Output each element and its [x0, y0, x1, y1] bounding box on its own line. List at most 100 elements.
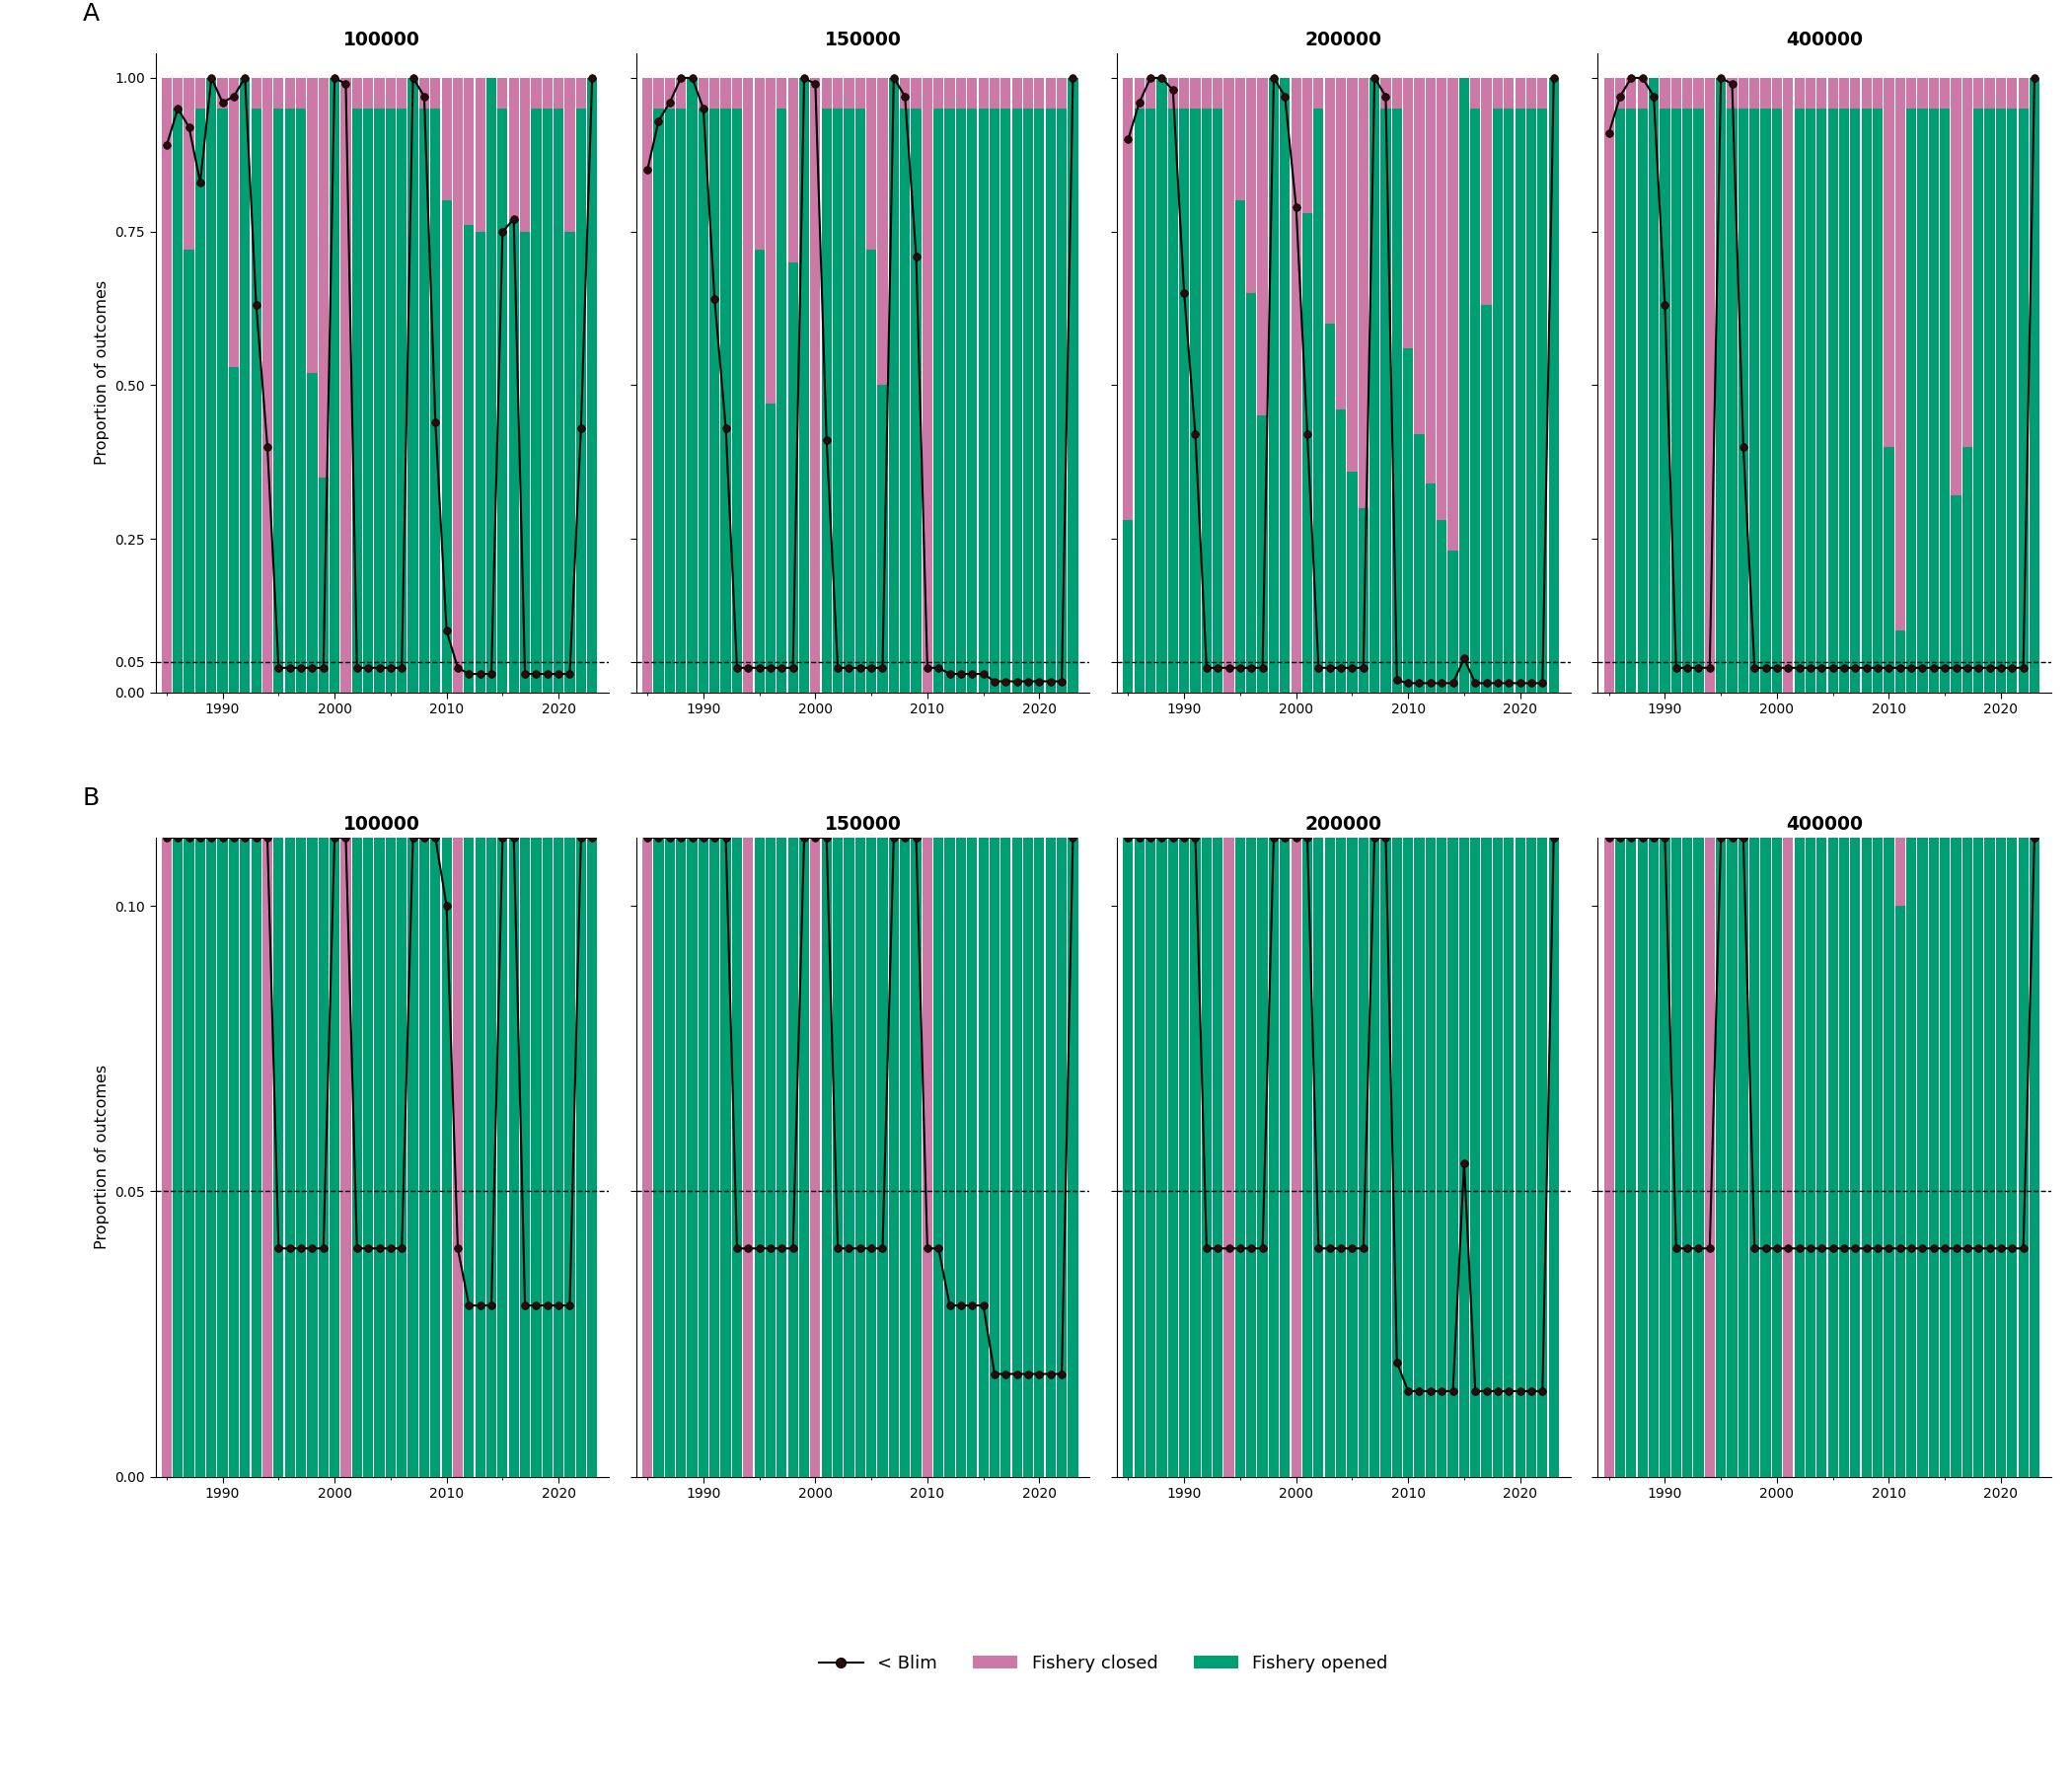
Bar	[284, 108, 294, 693]
Bar	[1515, 108, 1525, 693]
Bar	[1649, 0, 1660, 1476]
Bar	[1280, 0, 1291, 1476]
Bar	[1828, 0, 1838, 1476]
Bar	[2018, 78, 2028, 693]
Bar	[1011, 108, 1021, 693]
Bar	[1682, 0, 1693, 1476]
Bar	[1906, 108, 1917, 693]
Title: 150000: 150000	[825, 30, 901, 50]
Bar	[1828, 108, 1838, 693]
Bar	[912, 108, 922, 693]
Bar	[1347, 471, 1357, 693]
Bar	[879, 78, 887, 693]
Bar	[1973, 0, 1983, 1476]
Bar	[307, 373, 317, 693]
Bar	[777, 0, 787, 1476]
Bar	[1883, 78, 1894, 693]
Bar	[968, 108, 978, 693]
Bar	[1952, 496, 1960, 693]
Bar	[688, 78, 696, 693]
Bar	[1761, 78, 1772, 693]
Bar	[675, 78, 686, 693]
Bar	[1202, 0, 1212, 1476]
Bar	[744, 0, 754, 1476]
Bar	[889, 0, 899, 1476]
Bar	[1660, 0, 1670, 1476]
Bar	[1705, 78, 1716, 693]
Bar	[810, 78, 821, 693]
Bar	[1995, 0, 2006, 1476]
Bar	[1189, 0, 1200, 1476]
Bar	[1627, 0, 1637, 1476]
Bar	[1906, 78, 1917, 693]
Bar	[945, 0, 955, 1476]
Bar	[1011, 0, 1021, 1476]
Bar	[1179, 0, 1189, 1476]
Bar	[1146, 0, 1156, 1476]
Bar	[307, 0, 317, 1476]
Bar	[1179, 0, 1189, 1476]
Bar	[731, 108, 742, 693]
Bar	[1359, 0, 1368, 1476]
Bar	[1805, 108, 1815, 693]
Bar	[385, 78, 396, 693]
Bar	[1873, 0, 1883, 1476]
Bar	[218, 78, 228, 693]
Bar	[1817, 0, 1828, 1476]
Bar	[520, 231, 530, 693]
Bar	[1133, 0, 1144, 1476]
Bar	[274, 0, 284, 1476]
Bar	[1716, 0, 1726, 1476]
Bar	[665, 0, 675, 1476]
Bar	[1448, 0, 1459, 1476]
Bar	[721, 0, 731, 1476]
Bar	[1280, 78, 1291, 693]
Bar	[1024, 108, 1034, 693]
Bar	[474, 0, 485, 1476]
Bar	[1896, 906, 1904, 1476]
Bar	[1046, 78, 1055, 693]
Bar	[1749, 0, 1759, 1476]
Bar	[2018, 0, 2028, 1476]
Bar	[709, 108, 719, 693]
Bar	[1861, 0, 1871, 1476]
Bar	[978, 108, 988, 693]
Bar	[1415, 0, 1423, 1476]
Bar	[1817, 108, 1828, 693]
Bar	[1962, 0, 1973, 1476]
Bar	[207, 78, 215, 693]
Bar	[1280, 0, 1291, 1476]
Bar	[1794, 0, 1805, 1476]
Bar	[1693, 0, 1703, 1476]
Bar	[688, 0, 696, 1476]
Bar	[665, 108, 675, 693]
Bar	[576, 0, 586, 1476]
Bar	[1637, 0, 1647, 1476]
Bar	[833, 78, 843, 693]
Bar	[408, 78, 419, 693]
Bar	[899, 108, 910, 693]
Bar	[642, 0, 653, 1476]
Bar	[1850, 0, 1861, 1476]
Bar	[1548, 78, 1558, 693]
Bar	[721, 78, 731, 693]
Bar	[1245, 0, 1256, 1476]
Bar	[184, 0, 195, 1476]
Bar	[777, 108, 787, 693]
Bar	[1672, 78, 1680, 693]
Bar	[1169, 0, 1179, 1476]
Bar	[1426, 0, 1436, 1476]
Bar	[721, 108, 731, 693]
Bar	[889, 78, 899, 693]
Bar	[1716, 0, 1726, 1476]
Bar	[419, 108, 429, 693]
Bar	[1046, 0, 1055, 1476]
Bar	[396, 108, 406, 693]
Title: 150000: 150000	[825, 815, 901, 833]
Bar	[1627, 0, 1637, 1476]
Bar	[1985, 0, 1995, 1476]
Bar	[879, 0, 887, 1476]
Bar	[1268, 78, 1278, 693]
Bar	[520, 78, 530, 693]
Bar	[1426, 0, 1436, 1476]
